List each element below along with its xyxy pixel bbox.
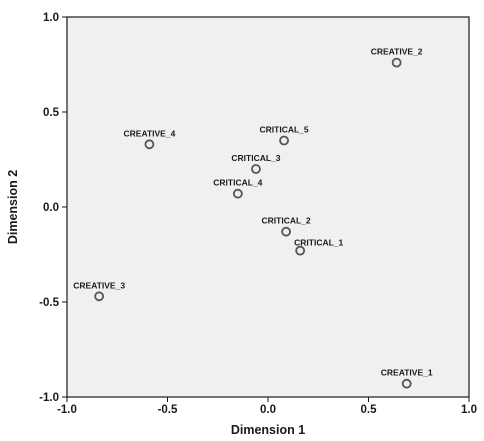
- point-label-critical-2: CRITICAL_2: [262, 216, 311, 226]
- point-creative-3: [94, 291, 105, 302]
- point-creative-2: [391, 57, 402, 68]
- y-tick-label: -1.0: [39, 392, 59, 404]
- x-tick-label: 1.0: [461, 404, 477, 416]
- plot-area: [67, 17, 469, 397]
- x-tick-label: -0.5: [158, 404, 178, 416]
- point-label-creative-3: CREATIVE_3: [73, 280, 125, 290]
- x-tick-label: 0.5: [361, 404, 378, 416]
- point-label-critical-1: CRITICAL_1: [294, 238, 343, 248]
- point-label-creative-1: CREATIVE_1: [381, 368, 433, 378]
- point-critical-2: [281, 226, 291, 237]
- point-critical-5: [279, 135, 289, 146]
- y-tick-label: 1.0: [43, 12, 59, 24]
- point-label-critical-4: CRITICAL_4: [213, 178, 262, 188]
- point-label-critical-3: CRITICAL_3: [231, 153, 280, 163]
- point-label-critical-5: CRITICAL_5: [260, 125, 309, 135]
- ticks-layer: -1.0 -0.5 0.0 0.5 1.0 -1.0 -0.5 0.0 0.5 1.0: [39, 12, 477, 416]
- point-creative-1: [401, 378, 412, 389]
- points-layer: CREATIVE_2 CREATIVE_4 CRITICAL_5 CRITICAL_3…: [73, 47, 433, 389]
- y-tick-label: 0.5: [43, 107, 60, 119]
- point-critical-4: [232, 188, 243, 199]
- x-tick-label: -1.0: [57, 404, 77, 416]
- x-tick-label: 0.0: [260, 404, 276, 416]
- y-tick-label: -0.5: [39, 297, 59, 309]
- plot-frame: [66, 16, 470, 398]
- point-critical-3: [251, 164, 261, 174]
- x-axis-title: Dimension 1: [231, 423, 305, 437]
- y-axis-title: Dimension 2: [6, 170, 20, 244]
- point-critical-1: [295, 245, 306, 256]
- point-label-creative-2: CREATIVE_2: [371, 47, 423, 57]
- y-tick-label: 0.0: [43, 202, 59, 214]
- point-creative-4: [144, 139, 155, 150]
- point-label-creative-4: CREATIVE_4: [124, 128, 176, 138]
